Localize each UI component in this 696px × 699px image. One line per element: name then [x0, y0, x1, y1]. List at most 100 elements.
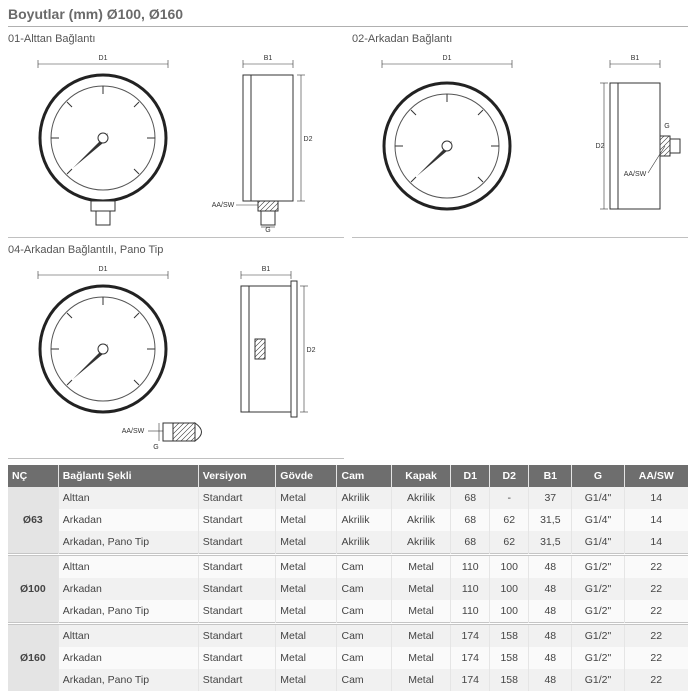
- table-cell: Standart: [198, 600, 276, 623]
- table-cell: 62: [490, 509, 529, 531]
- table-cell: 174: [451, 625, 490, 648]
- table-cell: 48: [529, 669, 572, 691]
- table-cell: Cam: [337, 625, 391, 648]
- table-row: Arkadan, Pano TipStandartMetalCamMetal17…: [8, 669, 688, 691]
- table-cell: 22: [624, 556, 688, 579]
- table-cell: Metal: [276, 625, 337, 648]
- table-row: Ø63AlttanStandartMetalAkrilikAkrilik68-3…: [8, 487, 688, 509]
- table-cell: Alttan: [58, 487, 198, 509]
- table-cell: 48: [529, 556, 572, 579]
- table-cell: 62: [490, 531, 529, 554]
- table-cell: G1/2": [572, 625, 624, 648]
- table-cell: Standart: [198, 578, 276, 600]
- table-cell: G1/4": [572, 487, 624, 509]
- diagram-title: 02-Arkadan Bağlantı: [352, 33, 688, 45]
- column-header: B1: [529, 465, 572, 487]
- table-cell: Metal: [276, 600, 337, 623]
- table-row: ArkadanStandartMetalCamMetal11010048G1/2…: [8, 578, 688, 600]
- svg-text:B1: B1: [262, 266, 271, 273]
- table-cell: Standart: [198, 509, 276, 531]
- table-cell: G1/4": [572, 531, 624, 554]
- svg-text:G: G: [153, 444, 158, 451]
- table-cell: 48: [529, 625, 572, 648]
- table-cell: Akrilik: [337, 509, 391, 531]
- table-cell: 158: [490, 625, 529, 648]
- table-cell: Cam: [337, 600, 391, 623]
- table-cell: Metal: [276, 647, 337, 669]
- table-cell: Standart: [198, 625, 276, 648]
- table-cell: Metal: [391, 600, 450, 623]
- table-row: ArkadanStandartMetalAkrilikAkrilik686231…: [8, 509, 688, 531]
- diagram-04-svg: D1 B1: [8, 259, 338, 454]
- table-cell: 22: [624, 578, 688, 600]
- svg-text:AA/SW: AA/SW: [212, 202, 235, 209]
- table-cell: 31,5: [529, 509, 572, 531]
- svg-text:D1: D1: [99, 266, 108, 273]
- table-cell: 31,5: [529, 531, 572, 554]
- table-cell: 68: [451, 509, 490, 531]
- table-cell: Metal: [391, 625, 450, 648]
- table-cell: G1/4": [572, 509, 624, 531]
- table-cell: 110: [451, 578, 490, 600]
- column-header: Cam: [337, 465, 391, 487]
- svg-text:G: G: [265, 227, 270, 233]
- diagrams-row-1: 01-Alttan Bağlantı D1: [8, 33, 688, 244]
- column-header: Gövde: [276, 465, 337, 487]
- dimensions-table: NÇBağlantı ŞekliVersiyonGövdeCamKapakD1D…: [8, 465, 688, 691]
- table-cell: 48: [529, 647, 572, 669]
- table-cell: Arkadan, Pano Tip: [58, 531, 198, 554]
- diagram-04: 04-Arkadan Bağlantılı, Pano Tip D1: [8, 244, 344, 465]
- table-cell: Standart: [198, 669, 276, 691]
- nc-cell: Ø63: [8, 487, 58, 554]
- table-cell: Metal: [391, 669, 450, 691]
- svg-text:D2: D2: [307, 347, 316, 354]
- column-header: G: [572, 465, 624, 487]
- svg-text:B1: B1: [264, 55, 273, 62]
- column-header: AA/SW: [624, 465, 688, 487]
- table-cell: 100: [490, 578, 529, 600]
- table-cell: Metal: [276, 578, 337, 600]
- table-cell: Alttan: [58, 625, 198, 648]
- table-cell: Metal: [276, 487, 337, 509]
- table-cell: G1/2": [572, 669, 624, 691]
- table-cell: 158: [490, 647, 529, 669]
- table-row: Ø160AlttanStandartMetalCamMetal17415848G…: [8, 625, 688, 648]
- table-cell: -: [490, 487, 529, 509]
- diagram-title: 04-Arkadan Bağlantılı, Pano Tip: [8, 244, 344, 256]
- svg-text:B1: B1: [631, 55, 640, 62]
- table-cell: 68: [451, 487, 490, 509]
- table-cell: G1/2": [572, 556, 624, 579]
- table-cell: Metal: [391, 647, 450, 669]
- table-cell: Standart: [198, 487, 276, 509]
- table-cell: Cam: [337, 669, 391, 691]
- table-cell: 37: [529, 487, 572, 509]
- diagram-02: 02-Arkadan Bağlantı D1: [352, 33, 688, 244]
- table-cell: Metal: [276, 669, 337, 691]
- table-body: Ø63AlttanStandartMetalAkrilikAkrilik68-3…: [8, 487, 688, 691]
- table-row: ArkadanStandartMetalCamMetal17415848G1/2…: [8, 647, 688, 669]
- diagram-title: 01-Alttan Bağlantı: [8, 33, 344, 45]
- table-cell: Akrilik: [391, 509, 450, 531]
- table-cell: 22: [624, 625, 688, 648]
- table-cell: 22: [624, 600, 688, 623]
- svg-text:D2: D2: [596, 143, 605, 150]
- table-row: Arkadan, Pano TipStandartMetalAkrilikAkr…: [8, 531, 688, 554]
- table-cell: 110: [451, 556, 490, 579]
- table-cell: 68: [451, 531, 490, 554]
- table-cell: Standart: [198, 647, 276, 669]
- column-header: D1: [451, 465, 490, 487]
- column-header: Bağlantı Şekli: [58, 465, 198, 487]
- table-cell: 174: [451, 647, 490, 669]
- table-cell: Metal: [391, 578, 450, 600]
- table-cell: Akrilik: [337, 531, 391, 554]
- table-cell: Alttan: [58, 556, 198, 579]
- table-cell: Arkadan: [58, 509, 198, 531]
- table-cell: 174: [451, 669, 490, 691]
- svg-text:D2: D2: [304, 136, 313, 143]
- column-header: NÇ: [8, 465, 58, 487]
- diagram-01: 01-Alttan Bağlantı D1: [8, 33, 344, 244]
- table-cell: G1/2": [572, 578, 624, 600]
- table-cell: 100: [490, 600, 529, 623]
- table-cell: Cam: [337, 556, 391, 579]
- svg-text:AA/SW: AA/SW: [624, 171, 647, 178]
